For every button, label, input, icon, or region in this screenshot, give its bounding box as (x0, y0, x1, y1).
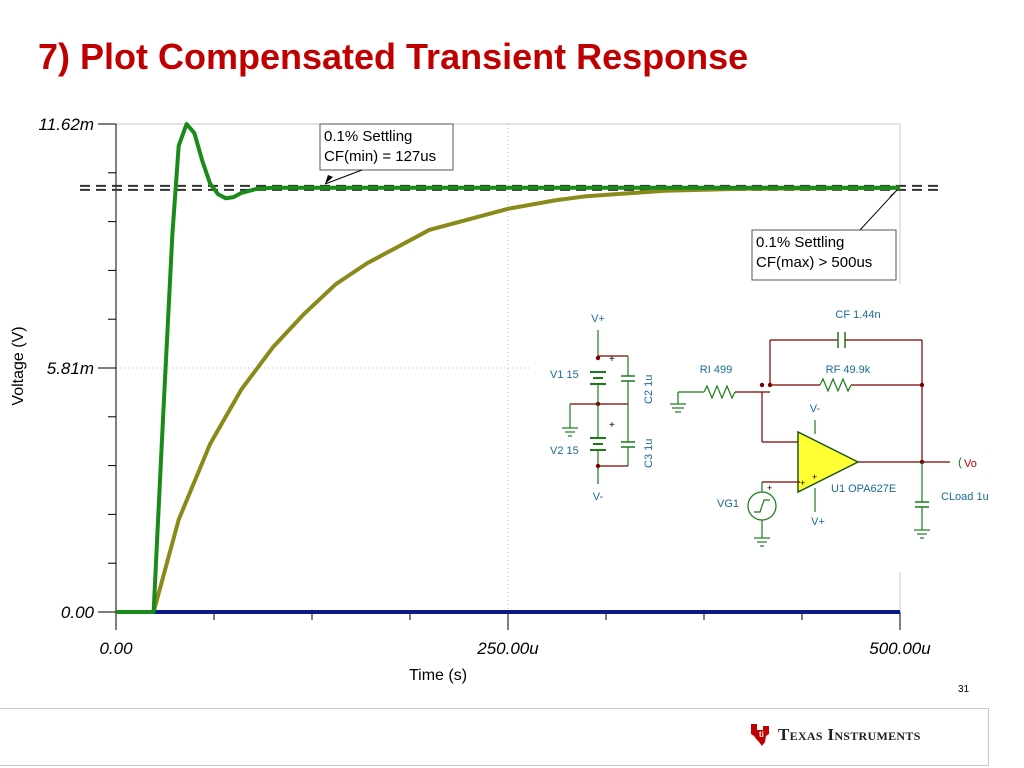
label-plus-op-in: + (812, 472, 817, 482)
circuit-schematic: V+ V1 15 + C2 1u + V2 15 C3 1u V- RI 499 CF 1.44n… (532, 284, 989, 572)
x-tick-label: 250.00u (476, 639, 539, 658)
ti-logo: ti Texas Instruments (748, 720, 921, 750)
series-line-2 (116, 185, 901, 614)
annotation-text: 0.1% Settling (756, 234, 844, 251)
y-tick-label: 5.81m (47, 359, 94, 378)
annotation-layer: 0.1% Settling CF(min) = 127us 0.1% Settlin… (319, 123, 898, 281)
source-vg1-step (754, 499, 770, 513)
label-vminus-bottom: V- (593, 491, 604, 503)
wire-junction (595, 463, 601, 469)
label-plus-v2: + (609, 420, 615, 431)
y-tick-label: 11.62m (39, 115, 94, 134)
label-rf: RF 49.9k (826, 364, 871, 376)
label-u1: U1 OPA627E (831, 483, 896, 495)
label-vg1: VG1 (717, 498, 739, 510)
resistor-rf (819, 377, 852, 393)
annotation-arrowhead (889, 190, 897, 198)
series-layer (116, 122, 901, 614)
annotation-text: 0.1% Settling (324, 128, 412, 145)
svg-text:ti: ti (759, 730, 764, 739)
y-axis-label: Voltage (V) (10, 326, 27, 405)
x-tick-label: 0.00 (99, 639, 133, 658)
label-c3: C3 1u (643, 439, 655, 468)
label-vo-bracket: ( (958, 455, 962, 469)
annotation-leader (324, 169, 363, 185)
annotation-leader (859, 189, 898, 231)
label-ri: RI 499 (700, 364, 732, 376)
label-vminus-op: V- (810, 403, 821, 415)
y-tick-label: 0.00 (61, 603, 95, 622)
x-axis-label: Time (s) (409, 667, 467, 684)
annotation-text: CF(min) = 127us (324, 148, 436, 165)
slide-title: 7) Plot Compensated Transient Response (38, 36, 749, 77)
label-vplus-op: V+ (811, 516, 825, 528)
ti-logo-text: Texas Instruments (778, 725, 921, 744)
opamp-u1 (797, 430, 860, 494)
annotation-box (319, 123, 454, 171)
label-v2: V2 15 (550, 445, 579, 457)
label-cload: CLoad 1u (941, 491, 989, 503)
label-plus-v1: + (609, 354, 615, 365)
annotation-arrowhead (325, 175, 333, 184)
footer-band (0, 708, 989, 766)
label-v1: V1 15 (550, 369, 579, 381)
resistor-ri (703, 384, 736, 400)
ti-state-icon: ti (751, 724, 769, 746)
annotation-box (751, 229, 897, 281)
label-cf: CF 1.44n (835, 309, 880, 321)
series-line-1 (116, 122, 900, 614)
x-tick-label: 500.00u (869, 639, 931, 658)
label-vplus-top: V+ (591, 313, 605, 325)
label-c2: C2 1u (643, 375, 655, 404)
axis-layer: 0.00 5.81m 11.62m 0.00 250.00u 500.00u Time (s… (10, 115, 931, 684)
page-number: 31 (958, 684, 970, 695)
label-plus-op: + (800, 478, 805, 488)
schematic-background (532, 284, 904, 572)
wire-junction (595, 355, 601, 361)
wire-junction (759, 382, 765, 388)
annotation-text: CF(max) > 500us (756, 254, 872, 271)
label-vo: Vo (964, 458, 977, 470)
label-plus-vg1: + (767, 483, 772, 493)
